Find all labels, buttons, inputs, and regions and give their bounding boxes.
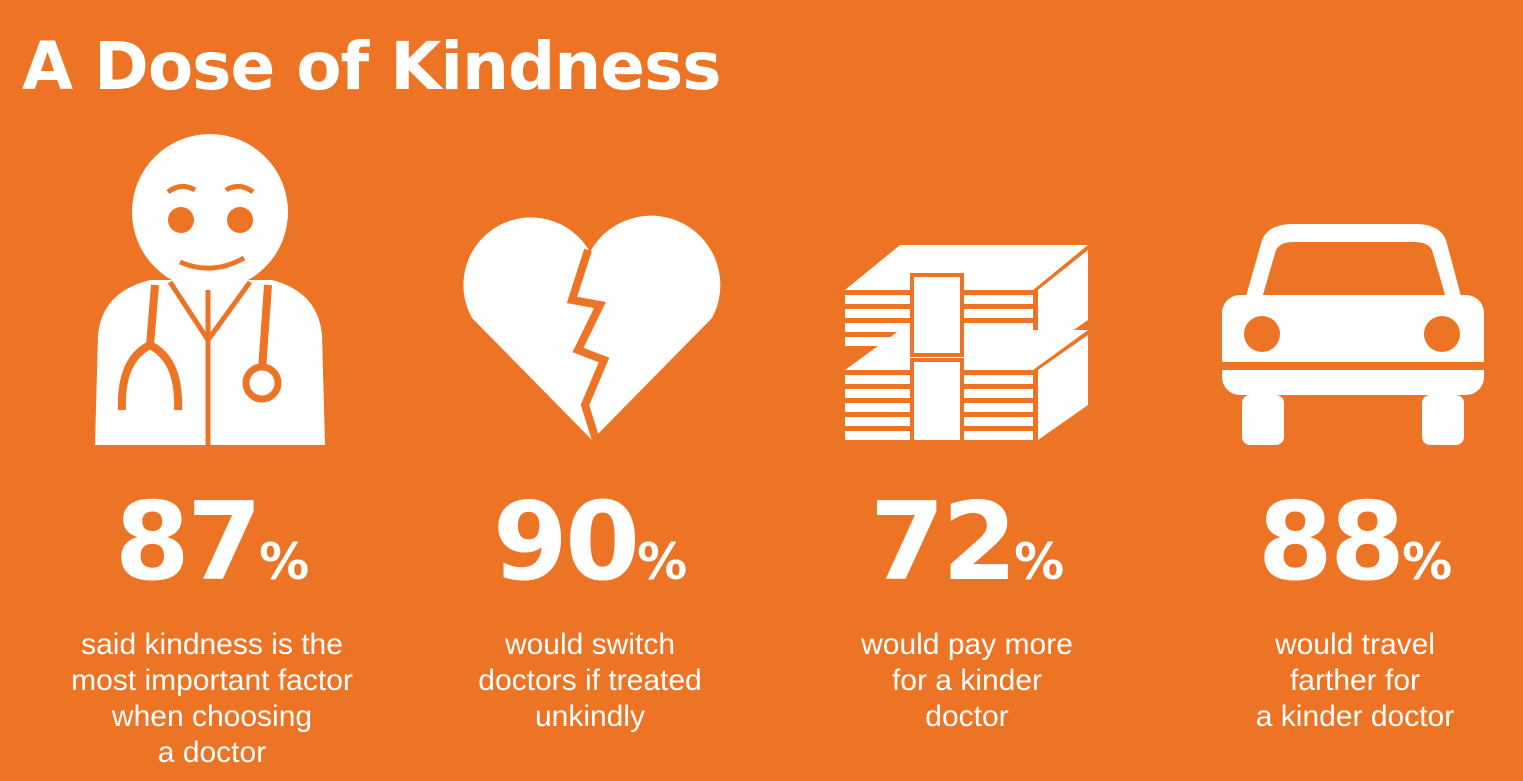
stat-column: 72% would pay more for a kinder doctor xyxy=(777,478,1157,735)
stat-caption-line: would switch xyxy=(504,628,676,661)
stat-figure: 72% xyxy=(777,478,1157,627)
stat-caption-line: most important factor xyxy=(71,664,353,697)
stat-caption-line: doctors if treated xyxy=(478,664,702,697)
stat-column: 87% said kindness is the most important fa… xyxy=(22,478,402,771)
stat-caption-line: doctor xyxy=(925,700,1009,733)
stat-unit: % xyxy=(259,533,310,591)
broken-heart-icon xyxy=(463,215,721,442)
stat-unit: % xyxy=(1014,533,1065,591)
stat-caption-line: said kindness is the xyxy=(81,628,343,661)
title: A Dose of Kindness xyxy=(22,28,722,105)
stat-number: 87 xyxy=(114,480,262,605)
stat-unit: % xyxy=(637,533,688,591)
stat-unit: % xyxy=(1402,533,1453,591)
stat-column: 90% would switch doctors if treated unkindl… xyxy=(400,478,780,735)
stat-caption-line: farther for xyxy=(1289,664,1421,697)
stat-number: 90 xyxy=(492,480,640,605)
stat-caption-line: when choosing xyxy=(111,700,313,733)
stat-caption-line: unkindly xyxy=(534,700,646,733)
stat-caption-line: a doctor xyxy=(157,736,267,769)
money-icon xyxy=(845,245,1088,444)
stat-figure: 90% xyxy=(400,478,780,627)
stat-caption-line: would pay more xyxy=(861,628,1073,661)
stat-number: 72 xyxy=(869,480,1017,605)
stat-column: 88% would travel farther for a kinder docto… xyxy=(1165,478,1523,735)
doctor-icon xyxy=(95,134,325,445)
stat-caption-line: would travel xyxy=(1274,628,1436,661)
stat-figure: 87% xyxy=(22,478,402,627)
car-icon xyxy=(1218,224,1488,445)
stat-figure: 88% xyxy=(1165,478,1523,627)
stat-caption-line: a kinder doctor xyxy=(1255,700,1455,733)
stat-number: 88 xyxy=(1257,480,1405,605)
stat-caption-line: for a kinder xyxy=(891,664,1043,697)
